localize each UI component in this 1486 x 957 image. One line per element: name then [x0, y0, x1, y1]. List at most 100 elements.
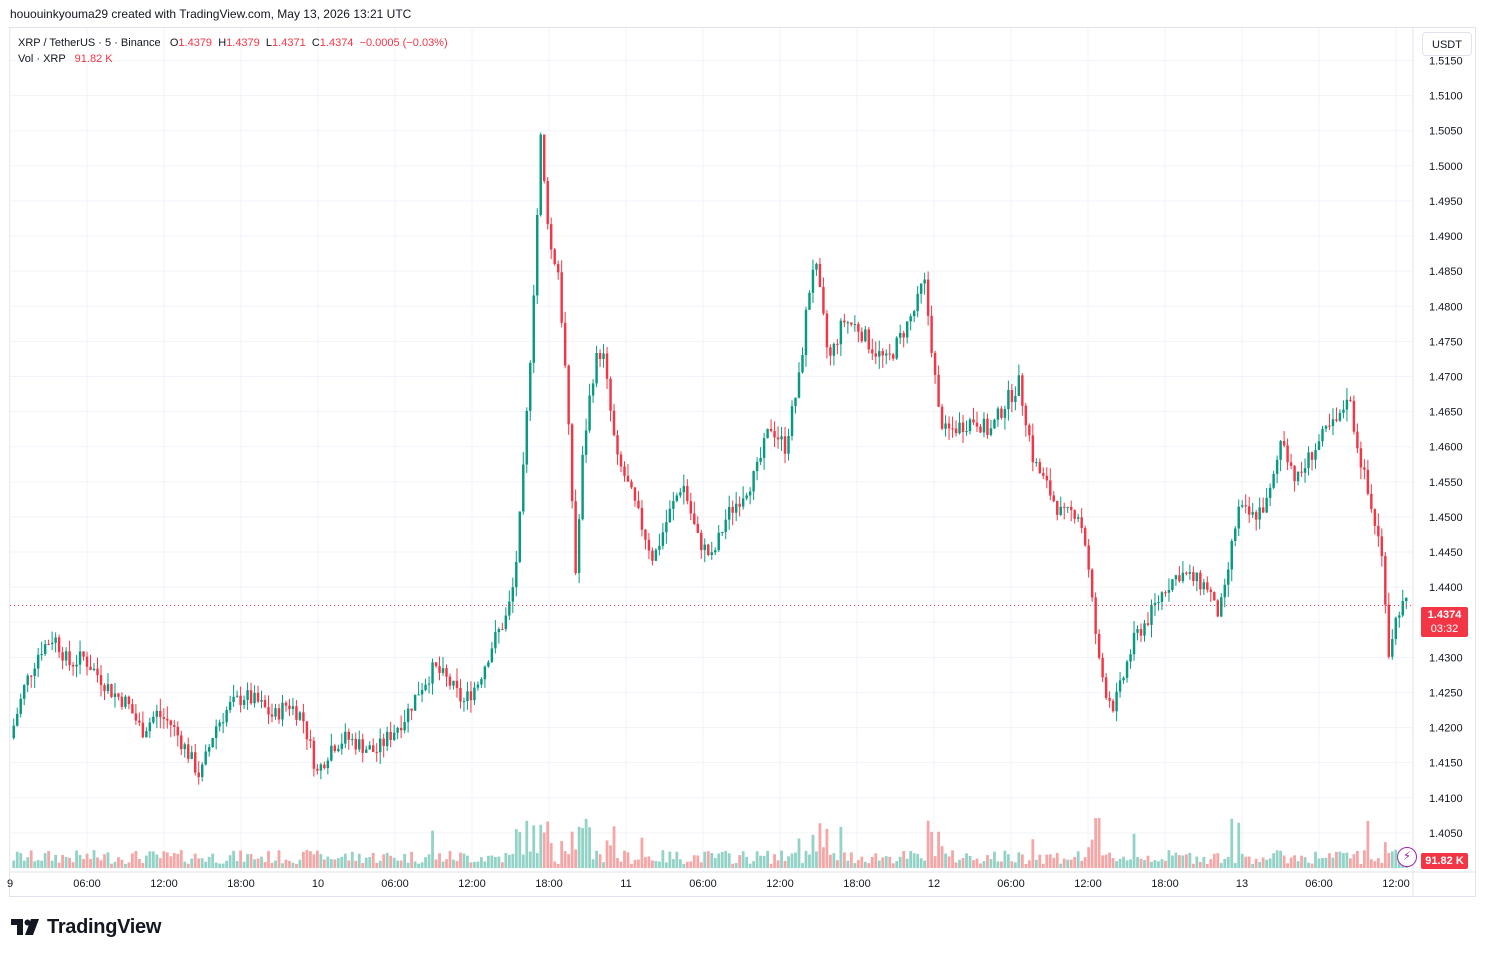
volume-bar	[431, 830, 434, 868]
lightning-icon[interactable]: ⚡	[1397, 847, 1417, 867]
candle-body	[532, 295, 535, 363]
candle-body	[1014, 396, 1017, 402]
volume-bar	[267, 851, 270, 868]
candle-body	[1202, 582, 1206, 590]
volume-bar	[137, 858, 141, 868]
volume-bar	[403, 853, 407, 868]
volume-bar	[1101, 855, 1105, 868]
candle-body	[1289, 462, 1293, 466]
volume-bar	[1359, 863, 1363, 868]
candle-body	[804, 309, 808, 355]
candle-body	[1097, 633, 1101, 658]
candle-body	[375, 751, 378, 753]
volume-bar	[1258, 861, 1262, 868]
volume-bar	[1024, 863, 1028, 868]
volume-bar	[637, 859, 640, 868]
volume-bar	[1237, 822, 1241, 868]
candle-body	[864, 329, 867, 342]
volume-bar	[815, 851, 818, 868]
candle-body	[916, 293, 919, 312]
volume-bar	[1355, 850, 1359, 868]
candle-body	[853, 324, 857, 326]
candle-body	[263, 699, 267, 708]
volume-bar	[1335, 851, 1338, 868]
candle-body	[633, 487, 637, 501]
candle-body	[734, 503, 738, 513]
candle-body	[560, 272, 563, 323]
candle-body	[1328, 425, 1331, 427]
x-tick-label: 11	[620, 878, 631, 890]
candle-body	[466, 691, 469, 702]
volume-bar	[1167, 850, 1171, 868]
volume-bar	[1094, 818, 1098, 868]
volume-bar	[1296, 861, 1300, 868]
volume-bar	[898, 856, 902, 868]
candle-body	[1247, 506, 1251, 515]
y-tick-label: 1.4150	[1429, 758, 1463, 770]
volume-bar	[961, 858, 965, 868]
candle-body	[822, 287, 825, 314]
low-label: L	[265, 37, 273, 49]
chart-frame[interactable]	[9, 27, 1476, 897]
y-tick-label: 1.4450	[1429, 547, 1463, 559]
volume-bar	[1307, 862, 1310, 868]
candle-body	[1272, 473, 1275, 488]
volume-bar	[347, 860, 351, 868]
candle-body	[22, 685, 26, 699]
candle-body	[1391, 639, 1394, 657]
candle-body	[476, 684, 480, 688]
candle-body	[183, 744, 186, 750]
candle-body	[727, 506, 731, 520]
candle-body	[253, 692, 256, 704]
candle-body	[1314, 449, 1317, 460]
volume-bar	[466, 855, 469, 868]
candle-body	[588, 395, 591, 431]
volume-bar	[162, 851, 166, 868]
candle-body	[508, 601, 511, 616]
candle-body	[1373, 509, 1377, 526]
y-tick-label: 1.4750	[1429, 336, 1463, 348]
candle-body	[536, 214, 539, 296]
candle-body	[867, 329, 871, 350]
volume-bar	[375, 862, 379, 868]
volume-bar	[1202, 856, 1206, 868]
candle-body	[1220, 597, 1223, 617]
volume-bar	[891, 863, 895, 868]
volume-bar	[1338, 851, 1342, 868]
volume-bar	[787, 856, 790, 868]
y-tick-label: 1.4600	[1429, 442, 1463, 454]
candle-body	[1324, 425, 1328, 429]
candle-body	[755, 461, 759, 472]
candle-body	[441, 668, 445, 673]
volume-bar	[117, 857, 120, 868]
volume-label[interactable]: Vol · XRP	[18, 53, 66, 65]
candle-body	[1167, 590, 1171, 593]
candle-body	[1101, 657, 1104, 678]
volume-bar	[197, 858, 201, 868]
volume-bar	[567, 854, 571, 868]
candle-body	[351, 738, 354, 740]
tradingview-logo[interactable]: TradingView	[11, 915, 161, 939]
candle-body	[420, 690, 424, 695]
volume-bar	[1275, 850, 1279, 868]
volume-bar	[354, 860, 358, 868]
candle-body	[155, 710, 159, 717]
volume-legend-row: Vol · XRP 91.82 K	[18, 51, 448, 67]
volume-bar	[1390, 851, 1394, 868]
volume-bar	[1132, 833, 1136, 868]
candle-body	[462, 701, 466, 703]
volume-bar	[277, 850, 281, 868]
candle-body	[958, 422, 961, 434]
candle-body	[626, 475, 630, 482]
volume-bar	[874, 853, 878, 868]
candle-body	[815, 263, 818, 270]
candle-body	[256, 692, 260, 702]
volume-bar	[33, 861, 37, 868]
currency-button[interactable]: USDT	[1422, 32, 1472, 56]
symbol-label[interactable]: XRP / TetherUS · 5 · Binance	[18, 37, 161, 49]
candle-body	[773, 431, 776, 438]
candle-body	[131, 704, 134, 714]
candle-body	[218, 722, 221, 727]
volume-bar	[1212, 853, 1216, 868]
